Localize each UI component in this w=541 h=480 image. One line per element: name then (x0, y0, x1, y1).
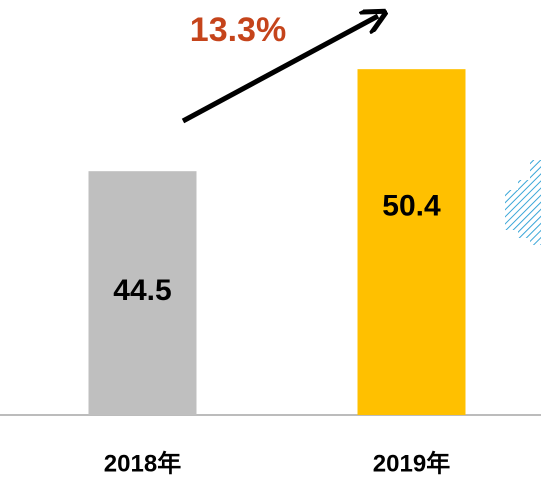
value-label: 44.5 (113, 274, 171, 307)
value-label: 50.4 (382, 189, 441, 222)
decoration (505, 160, 541, 245)
growth-annotation: 13.3% (190, 11, 286, 49)
bar (88, 171, 197, 415)
x-tick-label: 2019年 (373, 449, 450, 477)
growth-arrow (181, 16, 378, 124)
x-tick-label: 2018年 (104, 449, 181, 477)
bar (357, 69, 466, 416)
